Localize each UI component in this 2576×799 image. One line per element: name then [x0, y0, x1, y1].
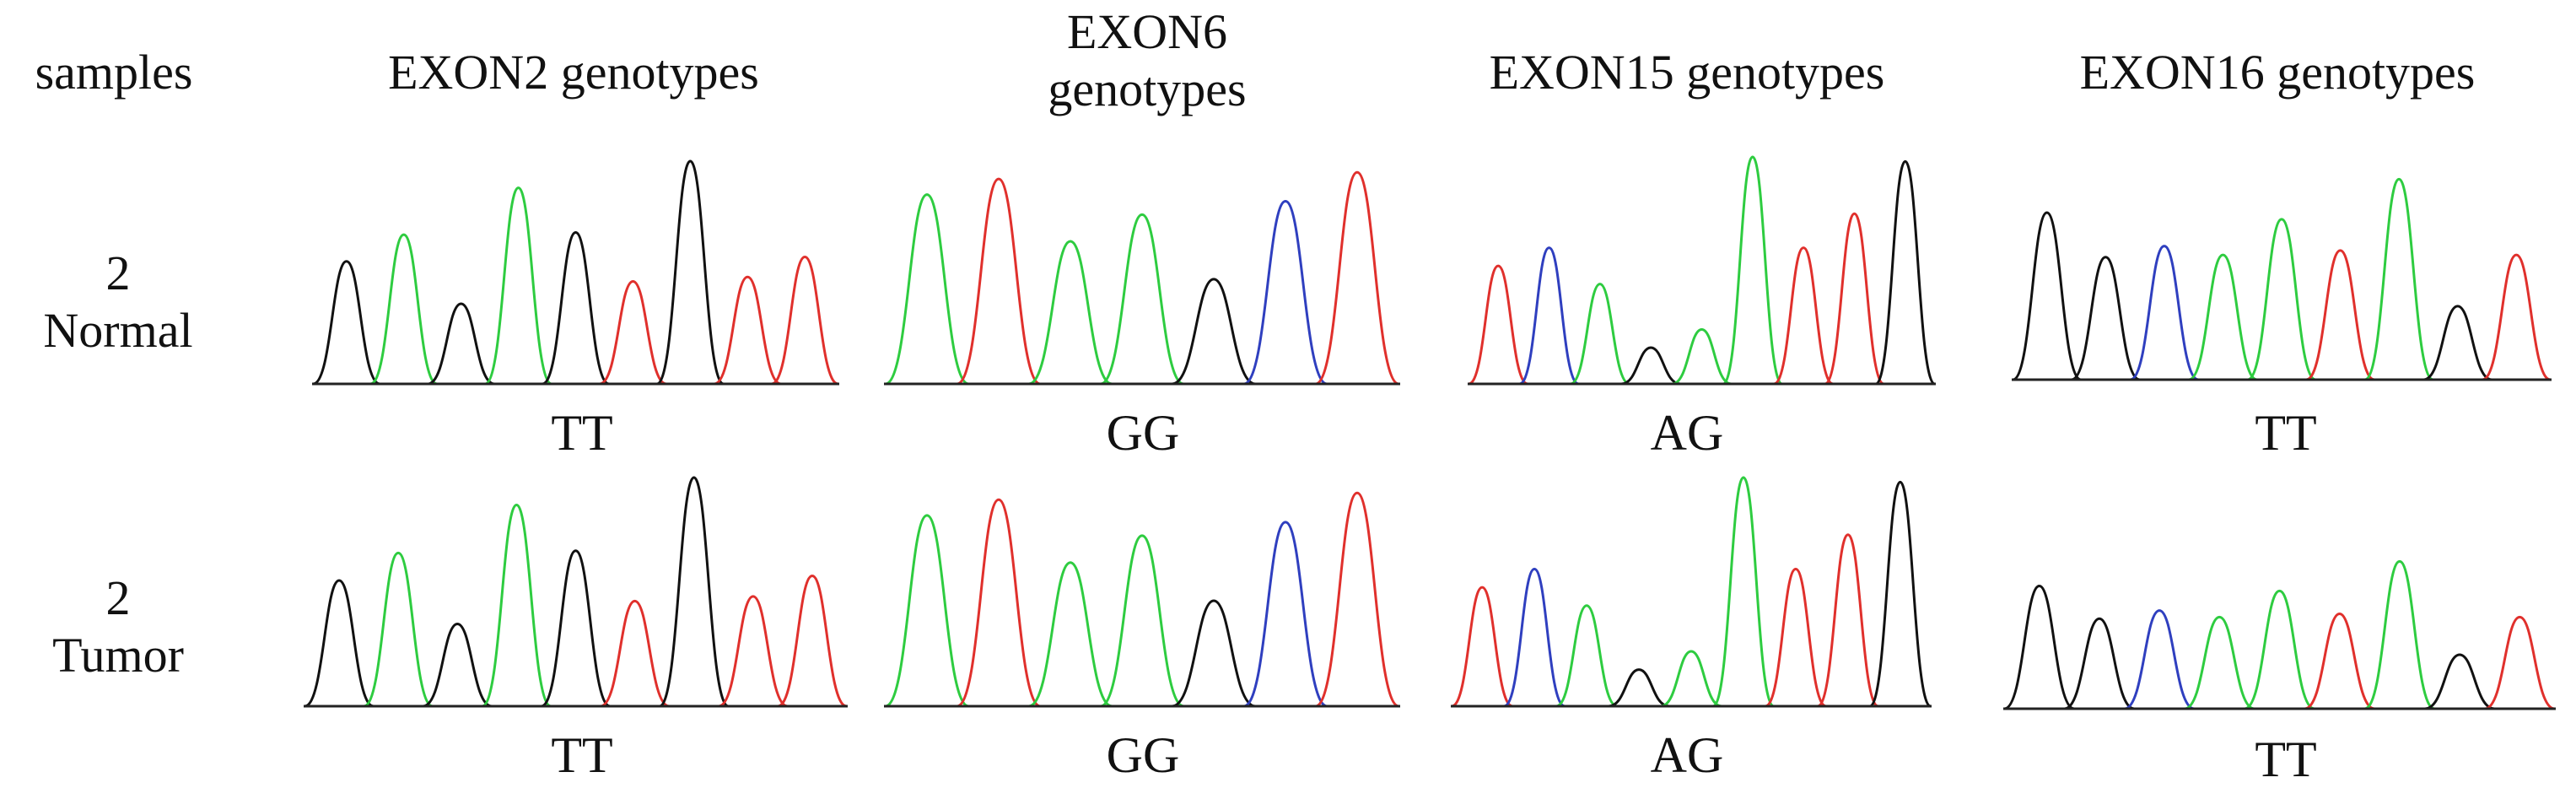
- peak-T: [714, 275, 782, 386]
- peak-G: [2064, 617, 2135, 710]
- peak-G: [304, 579, 375, 708]
- peak-C: [2124, 609, 2195, 710]
- peak-T: [718, 595, 789, 708]
- peak-G: [1608, 668, 1670, 708]
- peak-A: [1722, 155, 1784, 386]
- peak-G: [312, 260, 380, 386]
- peak-A: [2246, 218, 2317, 381]
- genotype-normal-exon2: TT: [551, 405, 613, 461]
- peak-A: [1100, 213, 1184, 386]
- peak-G: [656, 159, 725, 386]
- peak-A: [885, 514, 969, 708]
- peak-G: [2424, 653, 2495, 710]
- chromatogram-tumor-exon15: [1451, 476, 1932, 708]
- peak-A: [1660, 650, 1722, 708]
- peak-A: [2244, 589, 2315, 710]
- peak-G: [427, 302, 495, 386]
- peak-T: [1451, 586, 1513, 708]
- peak-T: [1817, 533, 1879, 708]
- chromatogram-normal-exon6: [884, 170, 1400, 386]
- peak-A: [2184, 615, 2255, 710]
- samples-header: samples: [35, 45, 193, 100]
- genotype-tumor-exon15: AG: [1650, 727, 1724, 783]
- peak-G: [541, 549, 611, 708]
- peak-C: [1243, 200, 1328, 386]
- genotype-normal-exon15: AG: [1650, 405, 1724, 461]
- peak-A: [369, 233, 438, 386]
- exon15-header: EXON15 genotypes: [1489, 45, 1885, 100]
- peak-T: [2482, 253, 2552, 381]
- peak-G: [1874, 159, 1937, 386]
- peak-A: [1555, 604, 1618, 708]
- genotype-tumor-exon16: TT: [2255, 732, 2317, 787]
- genotype-tumor-exon2: TT: [551, 727, 613, 783]
- peak-G: [2012, 211, 2082, 381]
- peak-A: [2188, 253, 2258, 381]
- peak-A: [1100, 534, 1184, 708]
- chromatogram-tumor-exon2: [304, 476, 848, 708]
- row-label-normal: 2 Normal: [43, 246, 193, 359]
- genotype-tumor-exon6: GG: [1106, 727, 1180, 783]
- peak-G: [1172, 599, 1256, 708]
- chromatogram-normal-exon2: [312, 159, 839, 386]
- peak-C: [1243, 521, 1328, 708]
- peak-G: [542, 230, 610, 386]
- peak-G: [659, 476, 730, 708]
- peak-A: [1028, 561, 1113, 708]
- genotype-normal-exon6: GG: [1106, 405, 1180, 461]
- exon16-header: EXON16 genotypes: [2079, 45, 2476, 100]
- peak-C: [1518, 246, 1580, 386]
- peak-T: [2305, 249, 2375, 381]
- peak-T: [777, 575, 848, 708]
- peak-A: [2364, 177, 2434, 381]
- peak-T: [771, 256, 839, 386]
- peak-C: [2129, 245, 2199, 381]
- peak-A: [2363, 559, 2435, 710]
- peak-A: [484, 186, 552, 386]
- peak-T: [1824, 212, 1885, 386]
- peak-C: [1503, 567, 1566, 708]
- peak-G: [1868, 480, 1932, 708]
- chromatogram-tumor-exon16: [2003, 559, 2556, 710]
- peak-T: [600, 599, 670, 708]
- genotype-normal-exon16: TT: [2255, 405, 2317, 461]
- peak-G: [2003, 584, 2075, 710]
- chromatogram-tumor-exon6: [884, 491, 1400, 708]
- peak-T: [957, 177, 1041, 386]
- peak-A: [1672, 327, 1732, 386]
- exon6-header: EXON6 genotypes: [1048, 4, 1247, 117]
- peak-A: [1711, 476, 1776, 708]
- peak-T: [599, 280, 667, 386]
- peak-T: [1468, 264, 1528, 386]
- peak-T: [2484, 615, 2556, 710]
- peak-T: [1315, 170, 1399, 386]
- peak-G: [2071, 256, 2141, 381]
- peak-A: [1028, 240, 1113, 386]
- peak-A: [363, 551, 434, 708]
- peak-T: [1765, 567, 1827, 708]
- peak-T: [1773, 246, 1834, 386]
- peak-A: [481, 504, 552, 708]
- chromatogram-normal-exon15: [1468, 155, 1937, 386]
- peak-T: [1315, 491, 1399, 708]
- peak-G: [2422, 305, 2492, 381]
- peak-T: [2304, 612, 2375, 710]
- peak-G: [1172, 278, 1256, 386]
- peak-G: [423, 622, 493, 708]
- chromatogram-normal-exon16: [2012, 177, 2552, 381]
- peak-T: [957, 498, 1041, 708]
- row-label-tumor: 2 Tumor: [52, 570, 184, 683]
- peak-A: [1570, 283, 1630, 386]
- peak-A: [885, 193, 969, 386]
- exon2-header: EXON2 genotypes: [388, 45, 759, 100]
- peak-G: [1620, 346, 1681, 386]
